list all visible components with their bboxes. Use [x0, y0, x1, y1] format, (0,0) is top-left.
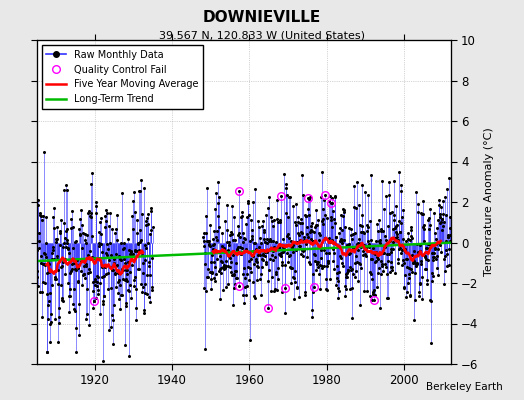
Text: Berkeley Earth: Berkeley Earth — [427, 382, 503, 392]
Text: DOWNIEVILLE: DOWNIEVILLE — [203, 10, 321, 25]
Legend: Raw Monthly Data, Quality Control Fail, Five Year Moving Average, Long-Term Tren: Raw Monthly Data, Quality Control Fail, … — [41, 45, 203, 109]
Y-axis label: Temperature Anomaly (°C): Temperature Anomaly (°C) — [484, 128, 494, 276]
Text: 39.567 N, 120.833 W (United States): 39.567 N, 120.833 W (United States) — [159, 30, 365, 40]
